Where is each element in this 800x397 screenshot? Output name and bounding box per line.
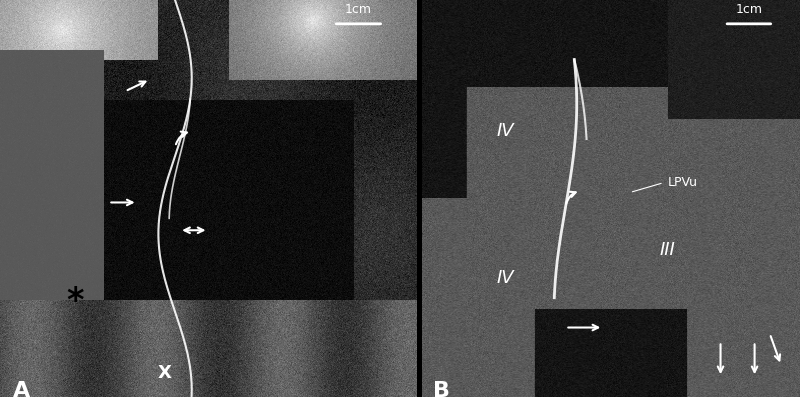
- Text: A: A: [13, 381, 30, 397]
- Text: *: *: [66, 285, 84, 318]
- Text: 1cm: 1cm: [345, 3, 372, 16]
- Text: III: III: [660, 241, 675, 259]
- Text: IV: IV: [496, 122, 514, 140]
- Text: X: X: [158, 364, 171, 382]
- Text: 1cm: 1cm: [735, 3, 762, 16]
- Text: B: B: [433, 381, 450, 397]
- Text: LPVu: LPVu: [667, 176, 698, 189]
- Text: IV: IV: [496, 269, 514, 287]
